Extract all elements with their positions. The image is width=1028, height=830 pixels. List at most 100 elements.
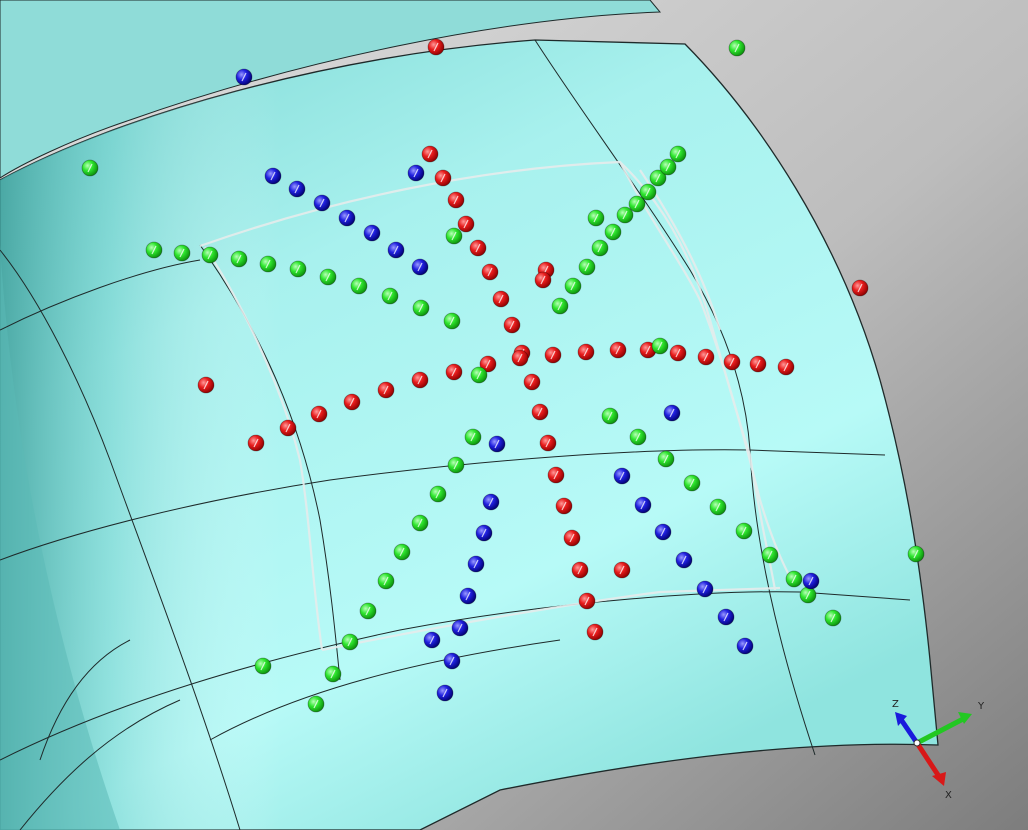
marker-highlight bbox=[457, 623, 463, 633]
marker-highlight bbox=[607, 411, 613, 421]
marker-highlight bbox=[635, 432, 641, 442]
marker-highlight bbox=[241, 72, 247, 82]
marker-highlight bbox=[294, 184, 300, 194]
marker-highlight bbox=[610, 227, 616, 237]
marker-highlight bbox=[365, 606, 371, 616]
marker-highlight bbox=[791, 574, 797, 584]
x-axis-arrow bbox=[914, 741, 943, 780]
marker-highlight bbox=[487, 267, 493, 277]
marker-highlight bbox=[442, 688, 448, 698]
marker-highlight bbox=[529, 377, 535, 387]
z-axis-arrow bbox=[897, 716, 920, 745]
triad-origin bbox=[913, 739, 921, 747]
marker-highlight bbox=[584, 262, 590, 272]
marker-highlight bbox=[203, 380, 209, 390]
marker-highlight bbox=[433, 42, 439, 52]
marker-highlight bbox=[655, 173, 661, 183]
marker-highlight bbox=[399, 547, 405, 557]
marker-highlight bbox=[470, 432, 476, 442]
marker-highlight bbox=[537, 407, 543, 417]
marker-highlight bbox=[729, 357, 735, 367]
marker-highlight bbox=[413, 168, 419, 178]
marker-highlight bbox=[657, 341, 663, 351]
marker-highlight bbox=[577, 565, 583, 575]
marker-highlight bbox=[418, 303, 424, 313]
marker-points bbox=[81, 38, 925, 713]
marker-highlight bbox=[675, 348, 681, 358]
marker-highlight bbox=[383, 385, 389, 395]
marker-highlight bbox=[453, 195, 459, 205]
marker-highlight bbox=[253, 438, 259, 448]
marker-highlight bbox=[435, 489, 441, 499]
marker-highlight bbox=[584, 596, 590, 606]
marker-highlight bbox=[498, 294, 504, 304]
z-axis-head bbox=[895, 712, 907, 726]
marker-highlight bbox=[550, 350, 556, 360]
marker-highlight bbox=[151, 245, 157, 255]
y-axis-arrow bbox=[915, 715, 967, 746]
marker-highlight bbox=[344, 213, 350, 223]
marker-highlight bbox=[665, 162, 671, 172]
marker-highlight bbox=[465, 591, 471, 601]
marker-highlight bbox=[295, 264, 301, 274]
marker-highlight bbox=[830, 613, 836, 623]
surface-edges bbox=[0, 39, 911, 830]
marker-highlight bbox=[634, 199, 640, 209]
marker-highlight bbox=[319, 198, 325, 208]
marker-highlight bbox=[393, 245, 399, 255]
x-axis-label: X bbox=[945, 790, 952, 801]
marker-highlight bbox=[557, 301, 563, 311]
marker-highlight bbox=[475, 243, 481, 253]
marker-highlight bbox=[417, 518, 423, 528]
marker-highlight bbox=[619, 471, 625, 481]
marker-highlight bbox=[703, 352, 709, 362]
upper-flange-surface bbox=[0, 0, 662, 179]
marker-highlight bbox=[755, 359, 761, 369]
marker-highlight bbox=[645, 187, 651, 197]
marker-highlight bbox=[427, 149, 433, 159]
marker-highlight bbox=[540, 275, 546, 285]
z-axis-label: Z bbox=[892, 699, 899, 710]
marker-highlight bbox=[369, 228, 375, 238]
marker-highlight bbox=[597, 243, 603, 253]
marker-highlight bbox=[330, 669, 336, 679]
marker-highlight bbox=[494, 439, 500, 449]
y-axis-label: Y bbox=[977, 701, 985, 712]
marker-highlight bbox=[622, 210, 628, 220]
marker-highlight bbox=[767, 550, 773, 560]
marker-highlight bbox=[561, 501, 567, 511]
marker-highlight bbox=[87, 163, 93, 173]
marker-highlight bbox=[857, 283, 863, 293]
marker-highlight bbox=[383, 576, 389, 586]
marker-highlight bbox=[316, 409, 322, 419]
marker-highlight bbox=[476, 370, 482, 380]
marker-highlight bbox=[741, 526, 747, 536]
marker-highlight bbox=[808, 576, 814, 586]
marker-highlight bbox=[451, 367, 457, 377]
marker-highlight bbox=[387, 291, 393, 301]
marker-highlight bbox=[689, 478, 695, 488]
marker-highlight bbox=[509, 320, 515, 330]
x-axis-head bbox=[932, 772, 946, 786]
marker-highlight bbox=[473, 559, 479, 569]
marker-highlight bbox=[742, 641, 748, 651]
marker-highlight bbox=[356, 281, 362, 291]
marker-highlight bbox=[545, 438, 551, 448]
marker-highlight bbox=[481, 528, 487, 538]
marker-highlight bbox=[488, 497, 494, 507]
marker-highlight bbox=[325, 272, 331, 282]
marker-highlight bbox=[583, 347, 589, 357]
marker-highlight bbox=[349, 397, 355, 407]
marker-highlight bbox=[313, 699, 319, 709]
marker-highlight bbox=[570, 281, 576, 291]
marker-highlight bbox=[517, 353, 523, 363]
marker-highlight bbox=[463, 219, 469, 229]
marker-highlight bbox=[805, 590, 811, 600]
marker-highlight bbox=[783, 362, 789, 372]
marker-highlight bbox=[285, 423, 291, 433]
marker-highlight bbox=[453, 460, 459, 470]
marker-highlight bbox=[449, 316, 455, 326]
marker-highlight bbox=[485, 359, 491, 369]
marker-highlight bbox=[417, 375, 423, 385]
